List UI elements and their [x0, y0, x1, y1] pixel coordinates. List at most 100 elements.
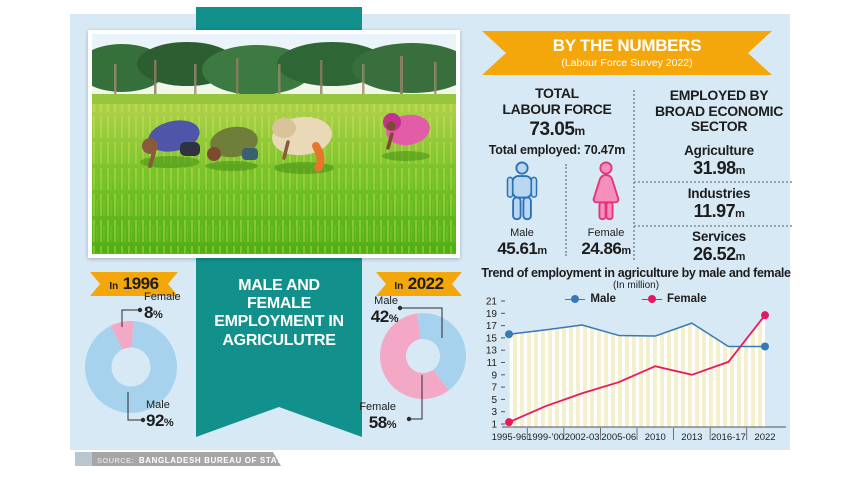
legend-item-female: Female [641, 293, 707, 305]
sector-item-services: Services 26.52m [645, 229, 793, 265]
trend-chart-title: Trend of employment in agriculture by ma… [481, 266, 791, 280]
donut-chart-1996 [85, 321, 177, 413]
legend-item-male: Male [565, 293, 616, 305]
svg-text:9: 9 [491, 370, 497, 381]
total-labour-force-block: TOTAL LABOUR FORCE 73.05m Total employed… [482, 85, 632, 158]
female-series-marker-icon [641, 295, 662, 303]
callout-value: 58% [344, 413, 397, 432]
sector-unit: m [735, 165, 746, 178]
trend-legend: Male Female [476, 293, 796, 305]
svg-text:1: 1 [491, 420, 497, 431]
field-photo [77, 30, 472, 258]
banner-1996-prefix: In [109, 281, 119, 292]
page-title-line: EMPLOYMENT IN [214, 313, 344, 331]
trend-chart-subtitle: (In million) [612, 280, 660, 291]
female-value: 24.86m [578, 239, 634, 259]
female-icon [592, 161, 620, 221]
total-labour-force-label-2: LABOUR FORCE [502, 100, 612, 117]
callout-male-2022: Male 42% [352, 295, 399, 326]
sector-value: 11.97m [645, 201, 793, 222]
sector-header-line: EMPLOYED BY [669, 87, 769, 103]
female-label: Female [587, 227, 625, 239]
gender-divider-dotted [565, 164, 567, 256]
sector-number: 26.52 [693, 244, 736, 264]
page-title-line: MALE AND [238, 277, 320, 294]
callout-label: Male [374, 295, 398, 307]
total-labour-force-label-1: TOTAL [535, 85, 579, 101]
banner-2022-year: 2022 [407, 274, 444, 293]
callout-unit: % [163, 416, 174, 429]
callout-number: 8 [144, 302, 153, 322]
sector-unit: m [735, 208, 745, 220]
male-block: Male 45.61m [494, 161, 550, 259]
callout-value: 42% [352, 307, 399, 326]
svg-text:2013: 2013 [681, 432, 702, 443]
callout-label: Male [146, 399, 170, 411]
page-title: MALE AND FEMALE EMPLOYMENT IN AGRICULUTR… [199, 277, 359, 350]
male-series-marker-icon [565, 295, 586, 303]
source-value: BANGLADESH BUREAU OF STATISTICS [138, 456, 312, 465]
svg-text:13: 13 [486, 346, 498, 357]
legend-label: Male [590, 293, 616, 305]
farm-workers [140, 113, 430, 174]
male-label: Male [510, 227, 534, 239]
svg-text:2010: 2010 [645, 432, 666, 443]
callout-female-2022: Female 58% [344, 401, 397, 432]
svg-text:2016-17: 2016-17 [711, 432, 746, 443]
total-labour-force-number: 73.05 [529, 119, 575, 141]
callout-unit: % [386, 418, 397, 431]
svg-text:15: 15 [486, 333, 498, 344]
column-divider-dotted [633, 90, 635, 260]
by-the-numbers-banner: BY THE NUMBERS (Labour Force Survey 2022… [482, 31, 772, 75]
female-block: Female 24.86m [578, 161, 634, 259]
svg-text:5: 5 [491, 395, 497, 406]
callout-unit: % [152, 308, 163, 321]
banner-2022: In 2022 [376, 272, 462, 296]
source-banner: SOURCE: BANGLADESH BUREAU OF STATISTICS [75, 452, 281, 466]
callout-label: Female [359, 401, 396, 413]
callout-female-1996: Female 8% [144, 291, 204, 322]
svg-text:2005-06: 2005-06 [601, 432, 636, 443]
field-photo-art [77, 34, 472, 254]
sector-unit: m [735, 251, 746, 263]
male-number: 45.61 [497, 239, 538, 258]
female-number: 24.86 [581, 239, 622, 258]
callout-male-1996: Male 92% [146, 399, 206, 430]
sector-header-line: SECTOR [690, 118, 748, 135]
female-unit: m [621, 245, 631, 257]
callout-value: 8% [144, 302, 204, 322]
sector-value: 26.52m [645, 244, 793, 265]
page-title-line: FEMALE [247, 295, 311, 313]
svg-text:2002-03: 2002-03 [565, 432, 600, 443]
source-label: SOURCE: [97, 456, 135, 465]
sector-divider-dotted [634, 225, 792, 227]
total-employed: Total employed: 70.47m [488, 143, 626, 158]
sector-label: Services [692, 229, 746, 244]
photo-tree-line [77, 42, 472, 100]
total-labour-force-unit: m [574, 124, 585, 139]
svg-text:3: 3 [491, 407, 497, 418]
svg-text:21: 21 [486, 297, 498, 308]
sector-number: 31.98 [693, 158, 736, 179]
male-icon [506, 161, 538, 221]
male-value: 45.61m [494, 239, 550, 259]
sector-label: Industries [687, 186, 751, 201]
banner-subtitle: (Labour Force Survey 2022) [561, 57, 693, 69]
svg-text:2022: 2022 [754, 432, 775, 443]
legend-label: Female [666, 293, 707, 305]
sector-label: Agriculture [684, 143, 754, 159]
banner-1996-year: 1996 [122, 274, 159, 293]
page-title-line: AGRICULUTRE [222, 331, 336, 349]
callout-value: 92% [146, 410, 206, 430]
svg-text:1995-96: 1995-96 [492, 432, 527, 443]
svg-text:11: 11 [487, 358, 498, 369]
sector-item-agriculture: Agriculture 31.98m [645, 143, 793, 179]
svg-text:1999-’00: 1999-’00 [527, 432, 564, 443]
sector-header-line: BROAD ECONOMIC [654, 102, 784, 119]
callout-number: 92 [146, 410, 164, 430]
sector-value: 31.98m [645, 158, 793, 179]
sector-number: 11.97 [693, 201, 736, 221]
svg-text:17: 17 [486, 321, 498, 332]
